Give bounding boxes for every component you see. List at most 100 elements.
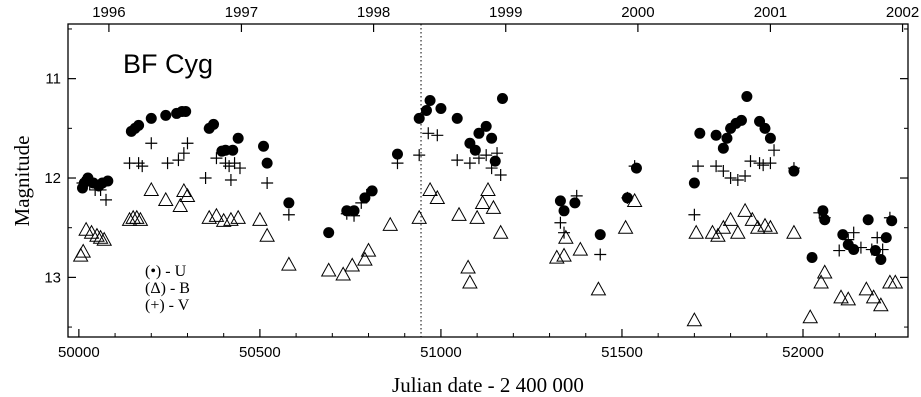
data-point-b: [96, 231, 113, 246]
data-point-v: [355, 196, 368, 209]
data-point-b: [840, 291, 857, 306]
data-point-b: [344, 257, 361, 272]
data-point-u: [496, 93, 508, 105]
data-point-v: [100, 193, 113, 206]
data-point-u: [323, 227, 335, 239]
data-point-b: [722, 211, 739, 226]
data-point-b: [626, 192, 643, 207]
data-point-u: [480, 120, 492, 132]
data-point-v: [422, 127, 435, 140]
data-point-b: [485, 199, 502, 214]
data-point-u: [862, 214, 874, 226]
data-point-v: [480, 149, 493, 162]
data-point-v: [787, 162, 800, 175]
data-point-v: [724, 172, 737, 185]
data-point-u: [594, 229, 606, 241]
data-point-u: [391, 148, 403, 160]
top-year-label: 2000: [621, 4, 654, 21]
data-point-b: [572, 241, 589, 256]
data-point-b: [252, 211, 268, 226]
axis-ticks: 50000 50500 51000 51500 52000 1996 1997 1998 199…: [44, 4, 919, 361]
data-point-v: [710, 160, 723, 173]
data-point-u: [569, 197, 581, 209]
top-year-label: 1996: [92, 4, 125, 21]
data-point-u: [232, 132, 244, 144]
data-point-u: [875, 253, 887, 265]
data-point-v: [348, 209, 361, 222]
data-point-v: [210, 152, 223, 165]
chart-title: BF Cyg: [123, 49, 213, 79]
data-point-v: [491, 147, 504, 160]
data-point-v: [883, 211, 896, 224]
x-tick-label: 51000: [420, 344, 462, 361]
data-point-b: [92, 229, 109, 244]
data-point-u: [473, 127, 485, 139]
data-point-u: [435, 102, 447, 114]
data-point-v: [731, 174, 744, 187]
data-point-b: [492, 224, 509, 239]
data-point-b: [382, 216, 399, 231]
data-point-b: [813, 274, 829, 289]
data-point-u: [420, 104, 432, 116]
data-point-u: [366, 185, 378, 197]
data-point-v: [223, 160, 236, 173]
top-year-label: 2001: [754, 4, 787, 21]
data-point-v: [224, 174, 237, 187]
data-point-u: [554, 195, 566, 207]
data-point-b: [259, 227, 275, 242]
data-point-v: [871, 231, 884, 244]
data-point-v: [199, 172, 212, 185]
data-point-v: [764, 157, 777, 170]
data-point-b: [749, 219, 766, 234]
data-point-b: [802, 309, 819, 324]
data-point-u: [741, 91, 753, 103]
data-point-u: [413, 112, 425, 124]
data-point-b: [451, 206, 467, 221]
top-year-label: 2002: [886, 4, 919, 21]
data-point-b: [215, 212, 232, 227]
legend: (•) - U(Δ) - B(+) - V: [145, 263, 190, 314]
data-point-v: [594, 248, 607, 261]
data-point-b: [469, 209, 485, 224]
data-point-v: [621, 191, 634, 204]
data-point-u: [102, 175, 114, 187]
data-point-u: [145, 112, 157, 124]
data-point-v: [451, 154, 464, 167]
data-point-b: [590, 281, 607, 296]
data-point-b: [462, 274, 478, 289]
data-point-u: [283, 197, 295, 209]
data-point-v: [554, 216, 567, 229]
data-point-b: [360, 242, 377, 257]
data-point-v: [876, 243, 889, 256]
data-point-b: [429, 189, 446, 204]
data-point-v: [865, 243, 878, 256]
data-point-b: [157, 191, 174, 206]
x-tick-label: 50500: [239, 344, 281, 361]
data-point-b: [179, 187, 196, 203]
data-point-u: [133, 119, 145, 131]
y-axis-label: Magnitude: [10, 136, 34, 227]
x-tick-label: 52000: [782, 344, 824, 361]
data-point-b: [230, 209, 247, 224]
data-point-b: [176, 182, 192, 198]
data-point-b: [474, 194, 491, 209]
data-point-u: [489, 155, 501, 167]
data-point-u: [208, 118, 220, 130]
data-point-u: [764, 132, 776, 144]
data-point-b: [816, 264, 833, 279]
y-tick-label: 12: [44, 170, 61, 187]
data-point-b: [865, 289, 882, 304]
data-point-v: [172, 154, 185, 167]
data-point-b: [132, 211, 149, 226]
data-point-v: [842, 233, 855, 246]
data-point-u: [486, 132, 498, 144]
data-point-b: [208, 207, 225, 222]
data-point-v: [485, 162, 498, 175]
y-tick-label: 11: [45, 71, 61, 88]
plot-frame: [67, 23, 909, 338]
data-point-v: [739, 170, 752, 183]
data-series: [72, 91, 904, 327]
data-point-b: [686, 312, 703, 327]
data-point-v: [628, 160, 641, 173]
data-point-v: [233, 162, 246, 175]
